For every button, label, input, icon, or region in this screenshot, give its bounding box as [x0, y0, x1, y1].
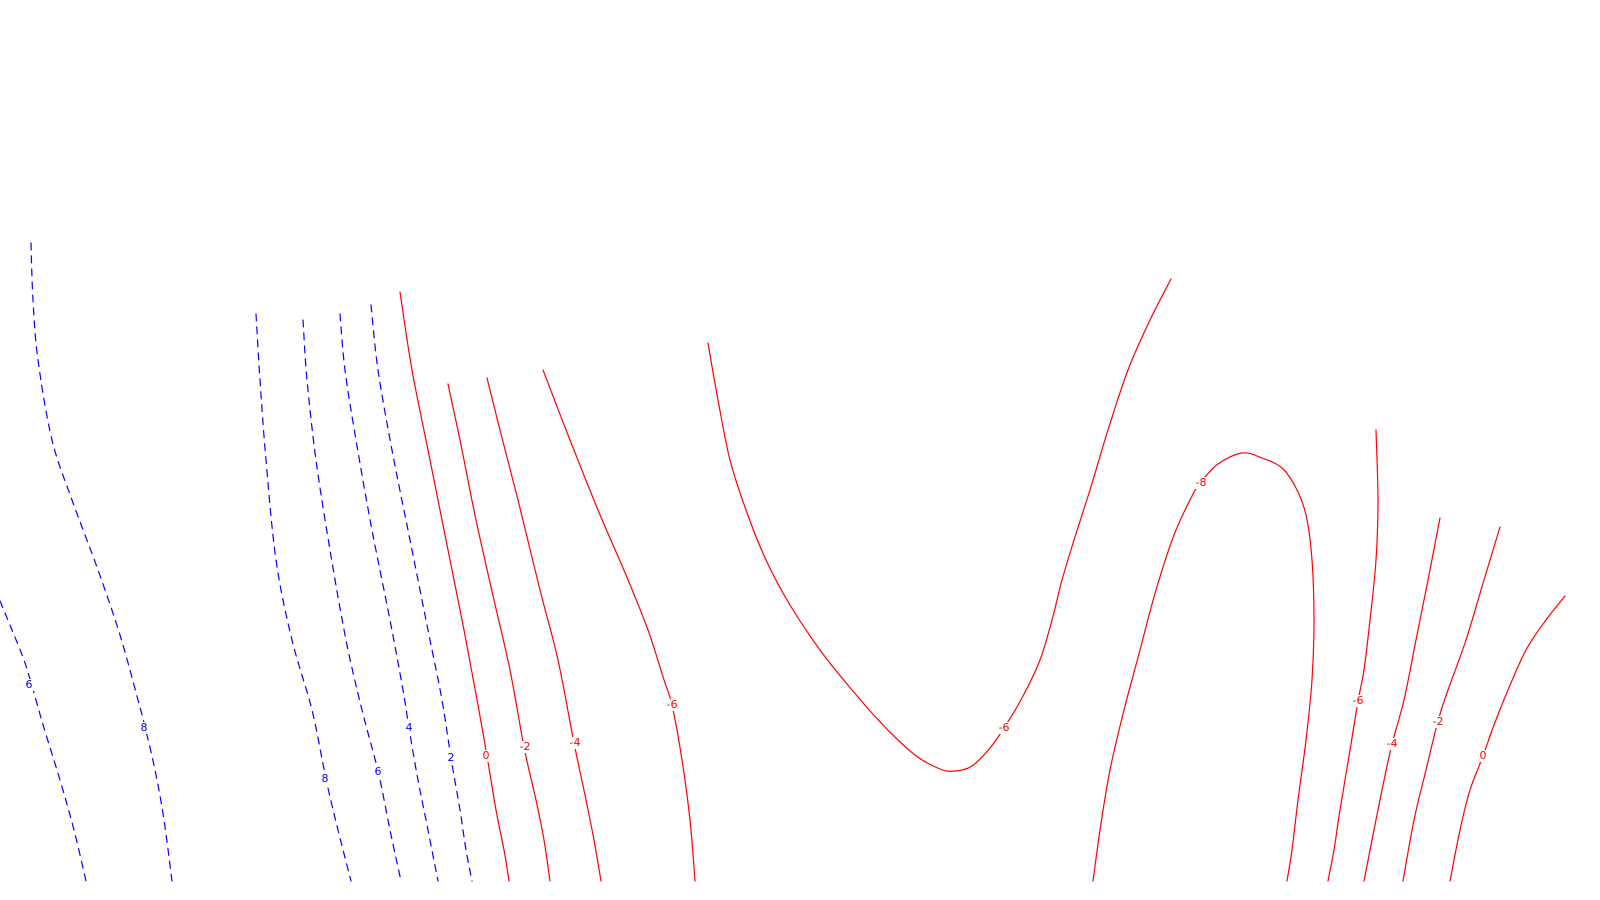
contour-label-background: [1429, 716, 1447, 728]
contour-label-background: [566, 737, 584, 749]
contour-label: -2: [520, 740, 531, 753]
contour-line: [339, 313, 439, 882]
contour-label: 2: [448, 751, 455, 764]
contour-label-background: [316, 773, 334, 785]
contour-c-neg-2-left: -2: [447, 383, 551, 882]
contour-c-pos-4: 4: [339, 313, 439, 882]
contour-line: [0, 600, 87, 882]
contour-label-background: [1192, 477, 1210, 489]
contour-label: 6: [375, 765, 382, 778]
contour-line: [255, 313, 352, 882]
contour-label: 8: [322, 772, 329, 785]
contour-label-background: [1383, 738, 1401, 750]
contour-label: -6: [667, 698, 678, 711]
contour-label-background: [20, 679, 38, 691]
contour-c-neg-8-loop: -8: [1092, 452, 1315, 882]
contour-line: [542, 369, 696, 882]
contour-line: [399, 291, 510, 882]
contour-c-pos-6-far-left: 6: [0, 600, 87, 882]
contour-c-neg-6-right: -6: [1327, 429, 1379, 882]
contour-line: [30, 242, 173, 882]
contour-label-background: [663, 699, 681, 711]
contour-label: 0: [483, 749, 490, 762]
contour-line: [370, 304, 473, 882]
contour-label-background: [135, 722, 153, 734]
contour-line: [1363, 517, 1441, 882]
contour-label-background: [995, 722, 1013, 734]
contour-line: [1449, 595, 1566, 882]
contour-line: [1327, 429, 1379, 882]
contour-c-zero-right: 0: [1449, 595, 1566, 882]
contour-label: -4: [570, 736, 581, 749]
contour-label-background: [1474, 750, 1492, 762]
contour-c-pos-2: 2: [370, 304, 473, 882]
contour-label-background: [516, 741, 534, 753]
contour-label-background: [1349, 695, 1367, 707]
contour-line: [1092, 452, 1315, 882]
contour-line: [707, 278, 1172, 772]
contour-c-zero-left: 0: [399, 291, 510, 882]
contour-label: 8: [141, 721, 148, 734]
contour-line: [1402, 526, 1501, 882]
contour-label-background: [442, 752, 460, 764]
contour-line: [486, 377, 602, 882]
contour-label-background: [369, 766, 387, 778]
contour-c-neg-6-left: -6: [542, 369, 696, 882]
contour-label-background: [400, 722, 418, 734]
contour-c-pos-6-mid: 6: [302, 319, 402, 882]
contour-line: [447, 383, 551, 882]
contour-label: 4: [406, 721, 413, 734]
contour-c-pos-8-mid: 8: [255, 313, 352, 882]
contour-label: -8: [1196, 476, 1207, 489]
contour-label: -6: [999, 721, 1010, 734]
contour-c-neg-4-right: -4: [1363, 517, 1441, 882]
contour-label: -2: [1433, 715, 1444, 728]
contour-c-neg-6-valley: -6: [707, 278, 1172, 772]
contour-line: [302, 319, 402, 882]
contour-c-neg-4-left: -4: [486, 377, 602, 882]
contour-label: -6: [1353, 694, 1364, 707]
contour-label-background: [477, 750, 495, 762]
contour-c-pos-8-left: 8: [30, 242, 173, 882]
contour-label: 6: [26, 678, 33, 691]
contour-c-neg-2-right: -2: [1402, 526, 1501, 882]
contour-label: 0: [1480, 749, 1487, 762]
contour-label: -4: [1387, 737, 1398, 750]
